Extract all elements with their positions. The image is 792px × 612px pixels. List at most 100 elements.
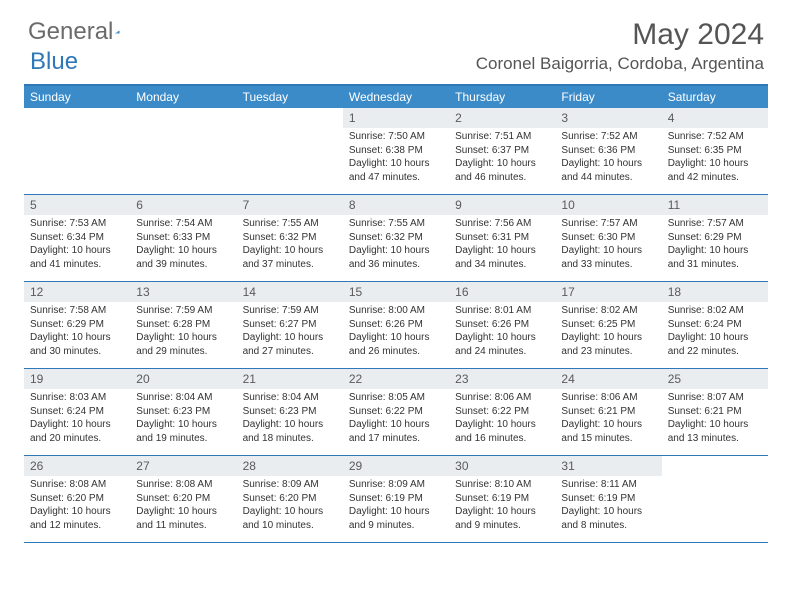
sunset-text: Sunset: 6:22 PM xyxy=(349,405,443,419)
day-cell xyxy=(130,108,236,194)
daylight-text: Daylight: 10 hours and 8 minutes. xyxy=(561,505,655,532)
sunrise-text: Sunrise: 8:10 AM xyxy=(455,478,549,492)
sunset-text: Sunset: 6:20 PM xyxy=(136,492,230,506)
day-number: 23 xyxy=(449,369,555,389)
day-number: 25 xyxy=(662,369,768,389)
sunrise-text: Sunrise: 8:02 AM xyxy=(668,304,762,318)
day-body: Sunrise: 8:11 AMSunset: 6:19 PMDaylight:… xyxy=(555,476,661,538)
header: General May 2024 Coronel Baigorria, Cord… xyxy=(0,0,792,78)
day-cell xyxy=(237,108,343,194)
day-cell: 9Sunrise: 7:56 AMSunset: 6:31 PMDaylight… xyxy=(449,195,555,281)
day-number: 8 xyxy=(343,195,449,215)
day-cell: 14Sunrise: 7:59 AMSunset: 6:27 PMDayligh… xyxy=(237,282,343,368)
day-body: Sunrise: 8:08 AMSunset: 6:20 PMDaylight:… xyxy=(24,476,130,538)
sunset-text: Sunset: 6:29 PM xyxy=(668,231,762,245)
sunset-text: Sunset: 6:24 PM xyxy=(30,405,124,419)
daylight-text: Daylight: 10 hours and 36 minutes. xyxy=(349,244,443,271)
sunrise-text: Sunrise: 8:00 AM xyxy=(349,304,443,318)
week-row: 19Sunrise: 8:03 AMSunset: 6:24 PMDayligh… xyxy=(24,369,768,456)
day-cell: 8Sunrise: 7:55 AMSunset: 6:32 PMDaylight… xyxy=(343,195,449,281)
logo-triangle-icon xyxy=(115,22,120,42)
day-cell: 11Sunrise: 7:57 AMSunset: 6:29 PMDayligh… xyxy=(662,195,768,281)
sunrise-text: Sunrise: 8:05 AM xyxy=(349,391,443,405)
day-number: 6 xyxy=(130,195,236,215)
sunrise-text: Sunrise: 8:09 AM xyxy=(243,478,337,492)
day-body: Sunrise: 8:08 AMSunset: 6:20 PMDaylight:… xyxy=(130,476,236,538)
day-body: Sunrise: 8:05 AMSunset: 6:22 PMDaylight:… xyxy=(343,389,449,451)
day-cell: 21Sunrise: 8:04 AMSunset: 6:23 PMDayligh… xyxy=(237,369,343,455)
day-cell: 5Sunrise: 7:53 AMSunset: 6:34 PMDaylight… xyxy=(24,195,130,281)
day-body: Sunrise: 7:55 AMSunset: 6:32 PMDaylight:… xyxy=(343,215,449,277)
day-number: 27 xyxy=(130,456,236,476)
sunrise-text: Sunrise: 7:51 AM xyxy=(455,130,549,144)
daylight-text: Daylight: 10 hours and 13 minutes. xyxy=(668,418,762,445)
day-number: 28 xyxy=(237,456,343,476)
sunset-text: Sunset: 6:36 PM xyxy=(561,144,655,158)
logo: General xyxy=(28,18,141,46)
sunset-text: Sunset: 6:21 PM xyxy=(668,405,762,419)
sunset-text: Sunset: 6:24 PM xyxy=(668,318,762,332)
day-number: 5 xyxy=(24,195,130,215)
day-body: Sunrise: 7:52 AMSunset: 6:36 PMDaylight:… xyxy=(555,128,661,190)
daylight-text: Daylight: 10 hours and 26 minutes. xyxy=(349,331,443,358)
sunrise-text: Sunrise: 7:55 AM xyxy=(243,217,337,231)
day-number: 13 xyxy=(130,282,236,302)
sunrise-text: Sunrise: 7:58 AM xyxy=(30,304,124,318)
day-body: Sunrise: 8:09 AMSunset: 6:20 PMDaylight:… xyxy=(237,476,343,538)
month-title: May 2024 xyxy=(476,18,764,52)
day-number: 15 xyxy=(343,282,449,302)
sunset-text: Sunset: 6:28 PM xyxy=(136,318,230,332)
daylight-text: Daylight: 10 hours and 39 minutes. xyxy=(136,244,230,271)
day-cell: 7Sunrise: 7:55 AMSunset: 6:32 PMDaylight… xyxy=(237,195,343,281)
sunrise-text: Sunrise: 7:57 AM xyxy=(668,217,762,231)
day-body: Sunrise: 7:59 AMSunset: 6:27 PMDaylight:… xyxy=(237,302,343,364)
sunset-text: Sunset: 6:35 PM xyxy=(668,144,762,158)
day-cell: 2Sunrise: 7:51 AMSunset: 6:37 PMDaylight… xyxy=(449,108,555,194)
daylight-text: Daylight: 10 hours and 9 minutes. xyxy=(349,505,443,532)
day-body: Sunrise: 8:10 AMSunset: 6:19 PMDaylight:… xyxy=(449,476,555,538)
dow-cell: Saturday xyxy=(662,86,768,108)
daylight-text: Daylight: 10 hours and 37 minutes. xyxy=(243,244,337,271)
day-cell: 12Sunrise: 7:58 AMSunset: 6:29 PMDayligh… xyxy=(24,282,130,368)
sunset-text: Sunset: 6:32 PM xyxy=(243,231,337,245)
daylight-text: Daylight: 10 hours and 30 minutes. xyxy=(30,331,124,358)
daylight-text: Daylight: 10 hours and 16 minutes. xyxy=(455,418,549,445)
day-body: Sunrise: 7:59 AMSunset: 6:28 PMDaylight:… xyxy=(130,302,236,364)
daylight-text: Daylight: 10 hours and 22 minutes. xyxy=(668,331,762,358)
day-body: Sunrise: 8:02 AMSunset: 6:25 PMDaylight:… xyxy=(555,302,661,364)
day-body: Sunrise: 7:53 AMSunset: 6:34 PMDaylight:… xyxy=(24,215,130,277)
day-cell: 4Sunrise: 7:52 AMSunset: 6:35 PMDaylight… xyxy=(662,108,768,194)
sunrise-text: Sunrise: 8:02 AM xyxy=(561,304,655,318)
day-body: Sunrise: 7:54 AMSunset: 6:33 PMDaylight:… xyxy=(130,215,236,277)
daylight-text: Daylight: 10 hours and 24 minutes. xyxy=(455,331,549,358)
week-row: 1Sunrise: 7:50 AMSunset: 6:38 PMDaylight… xyxy=(24,108,768,195)
sunset-text: Sunset: 6:21 PM xyxy=(561,405,655,419)
sunset-text: Sunset: 6:26 PM xyxy=(455,318,549,332)
day-cell: 13Sunrise: 7:59 AMSunset: 6:28 PMDayligh… xyxy=(130,282,236,368)
sunset-text: Sunset: 6:19 PM xyxy=(561,492,655,506)
sunset-text: Sunset: 6:22 PM xyxy=(455,405,549,419)
sunrise-text: Sunrise: 8:04 AM xyxy=(136,391,230,405)
week-row: 26Sunrise: 8:08 AMSunset: 6:20 PMDayligh… xyxy=(24,456,768,543)
sunrise-text: Sunrise: 8:06 AM xyxy=(455,391,549,405)
location-label: Coronel Baigorria, Cordoba, Argentina xyxy=(476,54,764,74)
day-cell: 3Sunrise: 7:52 AMSunset: 6:36 PMDaylight… xyxy=(555,108,661,194)
sunrise-text: Sunrise: 7:56 AM xyxy=(455,217,549,231)
day-body: Sunrise: 8:04 AMSunset: 6:23 PMDaylight:… xyxy=(237,389,343,451)
day-cell: 15Sunrise: 8:00 AMSunset: 6:26 PMDayligh… xyxy=(343,282,449,368)
day-body: Sunrise: 7:52 AMSunset: 6:35 PMDaylight:… xyxy=(662,128,768,190)
day-number: 22 xyxy=(343,369,449,389)
day-number: 31 xyxy=(555,456,661,476)
day-body: Sunrise: 7:56 AMSunset: 6:31 PMDaylight:… xyxy=(449,215,555,277)
daylight-text: Daylight: 10 hours and 29 minutes. xyxy=(136,331,230,358)
dow-cell: Sunday xyxy=(24,86,130,108)
day-number: 20 xyxy=(130,369,236,389)
day-number: 14 xyxy=(237,282,343,302)
week-row: 5Sunrise: 7:53 AMSunset: 6:34 PMDaylight… xyxy=(24,195,768,282)
day-number: 1 xyxy=(343,108,449,128)
dow-cell: Monday xyxy=(130,86,236,108)
dow-cell: Friday xyxy=(555,86,661,108)
day-cell: 27Sunrise: 8:08 AMSunset: 6:20 PMDayligh… xyxy=(130,456,236,542)
sunrise-text: Sunrise: 8:01 AM xyxy=(455,304,549,318)
daylight-text: Daylight: 10 hours and 47 minutes. xyxy=(349,157,443,184)
